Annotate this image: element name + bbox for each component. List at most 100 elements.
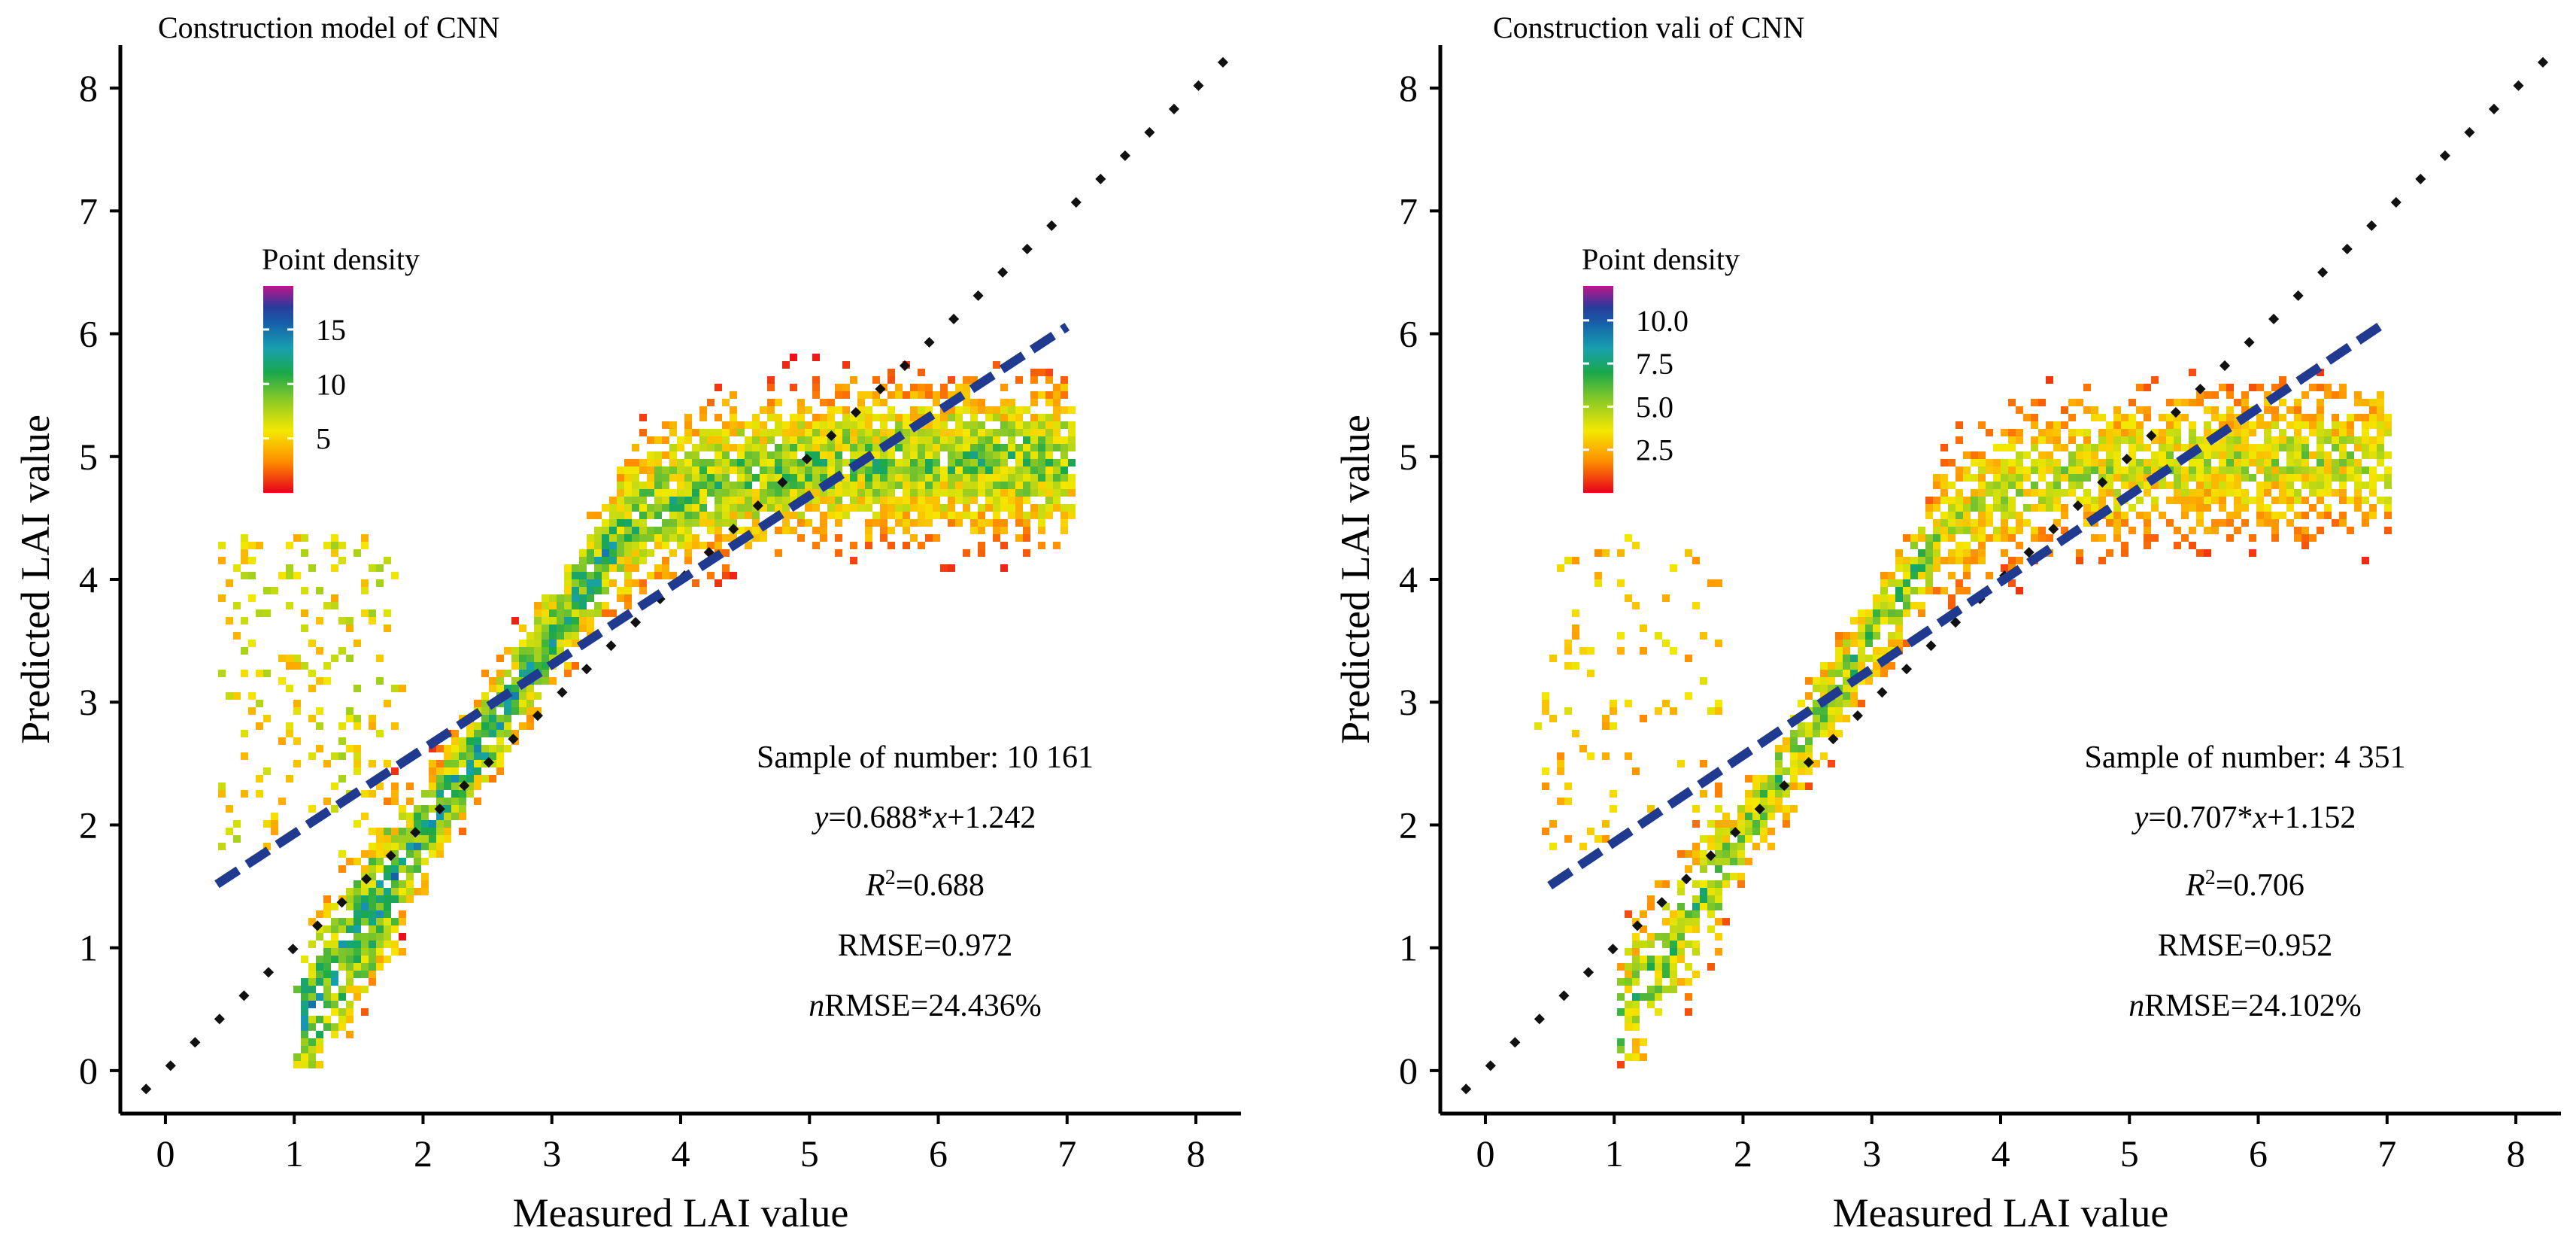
density-point [444,775,451,783]
density-point [715,436,722,444]
density-point [842,482,850,489]
density-point [910,444,918,451]
density-point [1068,489,1076,497]
density-point [481,707,489,715]
density-point [519,700,526,707]
density-point [925,534,933,542]
density-point [820,429,827,436]
density-point [564,579,572,587]
density-point [760,436,767,444]
density-point [872,519,880,527]
density-point [2189,399,2196,406]
density-point [1963,557,1971,564]
density-point [722,549,730,557]
density-point [2249,444,2256,451]
density-point [1053,399,1060,406]
density-point [857,421,865,429]
density-point [1625,963,1632,971]
density-point [1023,421,1030,429]
density-point [827,421,835,429]
density-point [2144,527,2151,534]
identity-dot [875,383,886,395]
density-point [963,399,970,406]
density-point [730,459,737,466]
density-point [489,715,496,722]
density-point [1828,707,1835,715]
density-point [353,895,361,903]
density-point [2226,519,2234,527]
density-point [737,497,745,504]
density-point [872,391,880,399]
density-point [857,399,865,406]
density-point [662,436,669,444]
density-point [338,918,346,925]
x-tick-label: 5 [800,1132,819,1175]
density-point [2332,489,2339,497]
density-point [790,429,797,436]
density-point [895,497,903,504]
density-point [2219,519,2226,527]
density-point [1993,444,2001,451]
density-point [1023,489,1030,497]
density-point [925,504,933,512]
density-point [654,527,662,534]
sample-count: Sample of number: 10 161 [757,740,1094,775]
density-point [1956,542,1963,549]
density-point [963,436,970,444]
density-point [1986,429,1993,436]
density-point [910,384,918,391]
density-point [1670,956,1677,963]
density-point [587,594,594,602]
density-point [639,527,647,534]
density-point [1549,843,1557,850]
density-point [519,640,526,647]
density-point [579,557,587,564]
r-superscript: 2 [885,866,896,889]
density-point [654,466,662,474]
density-point [391,888,399,895]
density-point [2128,421,2136,429]
density-point [1963,504,1971,512]
density-point [316,978,323,986]
density-point [1888,632,1895,640]
density-point [1068,429,1076,436]
density-point [323,798,331,805]
density-point [918,497,925,504]
density-point [2159,444,2166,451]
density-point [820,451,827,459]
density-point [872,444,880,451]
density-point [662,519,669,527]
density-point [2271,384,2279,391]
density-point [369,888,376,895]
density-point [542,640,549,647]
density-point [918,451,925,459]
density-point [323,760,331,767]
density-point [572,594,579,602]
density-point [1850,662,1858,670]
density-point [903,474,910,482]
density-point [1978,527,1986,534]
density-point [1971,489,1978,497]
density-point [948,512,955,519]
density-point [1053,406,1060,414]
density-point [955,512,963,519]
density-point [331,534,338,542]
density-point [910,459,918,466]
density-point [504,722,511,730]
density-point [669,527,677,534]
density-point [632,444,639,451]
density-point [1572,625,1579,632]
density-point [481,715,489,722]
density-point [1045,512,1053,519]
density-point [948,406,955,414]
density-point [745,466,752,474]
density-point [384,609,391,617]
density-point [444,798,451,805]
density-point [797,436,805,444]
density-point [338,956,346,963]
density-point [790,414,797,421]
density-point [587,625,594,632]
density-point [2053,429,2061,436]
density-point [639,512,647,519]
density-point [361,880,369,888]
